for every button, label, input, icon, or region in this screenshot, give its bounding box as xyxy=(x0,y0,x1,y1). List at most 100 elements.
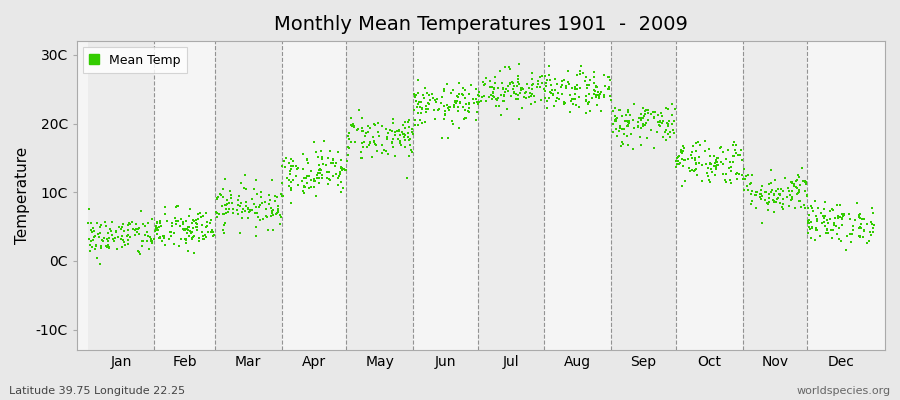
Title: Monthly Mean Temperatures 1901  -  2009: Monthly Mean Temperatures 1901 - 2009 xyxy=(274,15,688,34)
Point xyxy=(154,222,168,229)
Point xyxy=(367,121,382,127)
Point xyxy=(203,228,218,235)
Point xyxy=(197,236,211,242)
Point xyxy=(709,164,724,171)
Point xyxy=(798,178,813,184)
Point xyxy=(168,221,183,228)
Point xyxy=(588,88,602,94)
Point xyxy=(397,144,411,150)
Point xyxy=(726,158,741,165)
Point xyxy=(835,222,850,228)
Point xyxy=(477,93,491,99)
Point xyxy=(479,98,493,104)
Point xyxy=(313,167,328,173)
Point xyxy=(152,220,166,226)
Point xyxy=(606,129,620,136)
Point xyxy=(613,123,627,130)
Point xyxy=(863,229,878,236)
Point xyxy=(670,155,684,161)
Point xyxy=(111,234,125,240)
Point xyxy=(385,116,400,122)
Point xyxy=(442,104,456,110)
Point xyxy=(624,131,638,138)
Point xyxy=(398,132,412,138)
Point xyxy=(104,228,119,234)
Point xyxy=(408,94,422,100)
Point xyxy=(407,90,421,97)
Point xyxy=(240,204,255,211)
Point xyxy=(297,183,311,190)
Point xyxy=(202,220,217,226)
Point xyxy=(734,147,748,153)
Point xyxy=(533,84,547,90)
Point xyxy=(113,236,128,242)
Point xyxy=(728,142,742,148)
Point xyxy=(150,227,165,233)
Point xyxy=(508,88,522,95)
Point xyxy=(500,88,515,94)
Point xyxy=(300,173,314,179)
Point xyxy=(787,183,801,189)
Point xyxy=(509,96,524,102)
Point xyxy=(601,74,616,80)
Point xyxy=(590,83,604,90)
Point xyxy=(572,94,586,100)
Point xyxy=(338,167,353,173)
Point xyxy=(618,112,633,118)
Point xyxy=(314,154,328,160)
Point xyxy=(591,94,606,101)
Point xyxy=(782,203,796,210)
Point xyxy=(744,201,759,208)
Point xyxy=(130,228,144,235)
Point xyxy=(165,220,179,226)
Point xyxy=(724,164,739,170)
Point xyxy=(635,114,650,121)
Point xyxy=(554,91,569,97)
Point xyxy=(800,205,814,212)
Point xyxy=(854,215,868,222)
Point xyxy=(200,218,214,225)
Point xyxy=(802,212,816,218)
Point xyxy=(396,122,410,128)
Point xyxy=(854,225,868,231)
Point xyxy=(114,224,129,230)
Point xyxy=(785,196,799,203)
Point xyxy=(666,126,680,133)
Point xyxy=(206,228,220,235)
Point xyxy=(867,222,881,228)
Point xyxy=(614,143,628,149)
Point xyxy=(354,148,368,155)
Point xyxy=(337,166,351,173)
Point xyxy=(394,129,409,136)
Point xyxy=(709,166,724,172)
Point xyxy=(417,95,431,102)
Point xyxy=(455,91,470,98)
Point xyxy=(235,209,249,215)
Point xyxy=(458,114,473,121)
Point xyxy=(395,130,410,137)
Point xyxy=(827,222,842,228)
Point xyxy=(418,102,433,109)
Point xyxy=(297,190,311,196)
Point xyxy=(731,152,745,158)
Point xyxy=(312,166,327,172)
Point xyxy=(572,104,586,110)
Point xyxy=(497,93,511,100)
Point xyxy=(677,144,691,151)
Point xyxy=(631,123,645,130)
Point xyxy=(572,70,587,77)
Point xyxy=(809,213,824,219)
Point xyxy=(233,230,248,236)
Point xyxy=(497,93,511,99)
Point xyxy=(86,237,100,243)
Point xyxy=(796,177,810,184)
Point xyxy=(775,204,789,210)
Point xyxy=(652,119,666,126)
Point xyxy=(284,178,299,185)
Point xyxy=(608,116,622,123)
Point xyxy=(526,81,540,87)
Point xyxy=(790,177,805,184)
Point xyxy=(101,230,115,236)
Point xyxy=(589,92,603,98)
Point xyxy=(769,188,783,195)
